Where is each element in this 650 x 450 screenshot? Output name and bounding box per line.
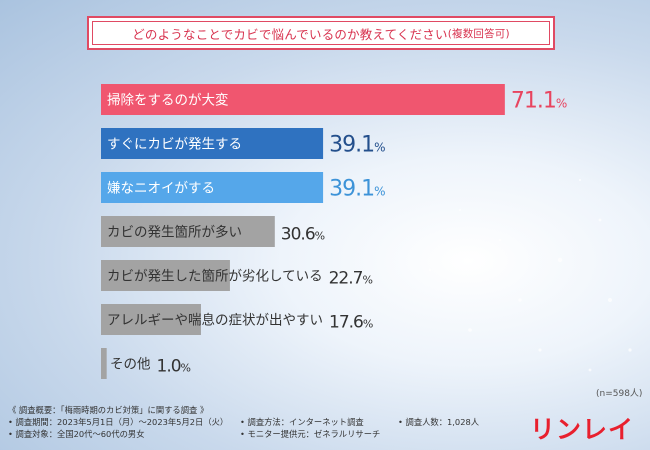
value-label-0: 71.1%: [511, 89, 567, 114]
bar-3: [101, 216, 275, 247]
sample-size-note: (n=598人): [596, 389, 643, 399]
category-label-5: アレルギーや喘息の症状が出やすい: [107, 312, 323, 329]
category-label-3: カビの発生箇所が多い: [107, 224, 242, 241]
brand-logo: リンレイ: [530, 415, 635, 444]
value-label-5: 17.6%: [329, 313, 373, 333]
survey-period: • 調査期間：2023年5月1日（月）～2023年5月2日（火）: [8, 417, 229, 427]
survey-target: • 調査対象：全国20代～60代の男女: [8, 429, 145, 439]
survey-title: 《 調査概要：「梅雨時期のカビ対策」に関する調査 》: [8, 405, 209, 415]
survey-method: • 調査方法：インターネット調査: [240, 417, 364, 427]
value-label-6: 1.0%: [157, 357, 191, 377]
category-label-0: 掃除をするのが大変: [107, 92, 229, 109]
value-label-3: 30.6%: [281, 225, 325, 245]
bar-6: [101, 348, 107, 379]
bar-chart: 掃除をするのが大変 71.1% すぐにカビが発生する 39.1% 嫌なニオイがする 39.…: [101, 84, 568, 379]
value-label-4: 22.7%: [329, 269, 373, 289]
survey-monitor: • モニター提供元：ゼネラルリサーチ: [240, 429, 381, 439]
chart-title-box: どのようなことでカビで悩んでいるのか教えてください (複数回答可): [87, 16, 555, 50]
bar-5: [101, 304, 201, 335]
bar-2: [101, 172, 324, 203]
category-label-2: 嫌なニオイがする: [107, 181, 215, 197]
value-label-2: 39.1%: [329, 177, 385, 202]
category-label-4: カビが発生した箇所が劣化している: [107, 268, 323, 285]
bar-4: [101, 260, 230, 291]
category-label-1: すぐにカビが発生する: [107, 137, 242, 153]
survey-footer: 《 調査概要：「梅雨時期のカビ対策」に関する調査 》 • 調査期間：2023年5…: [0, 404, 650, 450]
bar-1: [101, 128, 324, 159]
bar-0: [101, 84, 505, 115]
category-label-6: その他: [110, 357, 151, 373]
value-label-1: 39.1%: [329, 133, 385, 158]
survey-count: • 調査人数：1,028人: [398, 417, 480, 427]
